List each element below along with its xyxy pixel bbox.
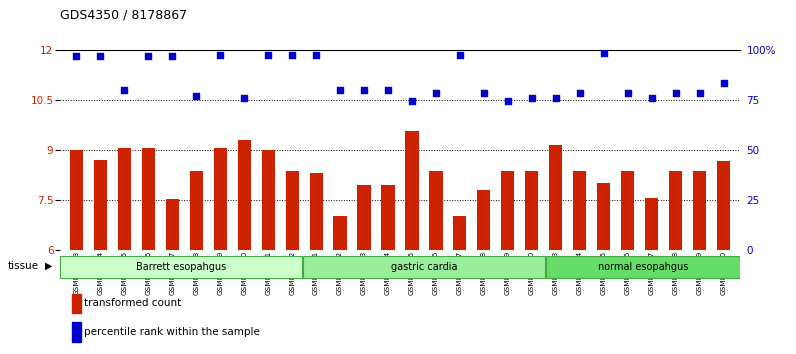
Bar xyxy=(597,183,611,250)
Point xyxy=(717,80,730,86)
Bar xyxy=(501,171,514,250)
Point xyxy=(166,53,178,58)
Text: tissue: tissue xyxy=(8,261,39,271)
Bar xyxy=(573,171,587,250)
Bar xyxy=(693,171,706,250)
Point xyxy=(286,52,298,57)
Text: transformed count: transformed count xyxy=(84,298,181,308)
Point xyxy=(214,52,227,57)
Bar xyxy=(118,148,131,250)
Point xyxy=(525,95,538,101)
Bar xyxy=(429,171,443,250)
Bar xyxy=(645,198,658,250)
Point xyxy=(573,90,586,96)
Point xyxy=(357,87,370,93)
Point xyxy=(118,87,131,93)
Point xyxy=(478,90,490,96)
Bar xyxy=(94,160,107,250)
Point xyxy=(142,53,154,58)
Text: GDS4350 / 8178867: GDS4350 / 8178867 xyxy=(60,9,187,22)
Text: ▶: ▶ xyxy=(45,261,53,271)
Bar xyxy=(303,256,545,278)
Bar xyxy=(381,184,395,250)
Point xyxy=(334,87,346,93)
Bar xyxy=(189,171,203,250)
Text: normal esopahgus: normal esopahgus xyxy=(598,262,689,272)
Point xyxy=(597,50,610,56)
Bar xyxy=(142,148,155,250)
Point xyxy=(454,52,466,57)
Bar xyxy=(334,216,347,250)
Point xyxy=(262,52,275,57)
Bar xyxy=(286,171,298,250)
Bar xyxy=(717,161,730,250)
Bar xyxy=(549,144,562,250)
Point xyxy=(549,95,562,101)
Bar xyxy=(166,199,179,250)
Text: gastric cardia: gastric cardia xyxy=(391,262,458,272)
Bar xyxy=(238,139,251,250)
Bar xyxy=(213,148,227,250)
Bar xyxy=(453,216,466,250)
Point xyxy=(430,90,443,96)
Point xyxy=(190,93,203,99)
Bar xyxy=(621,171,634,250)
Point xyxy=(94,53,107,58)
Text: Barrett esopahgus: Barrett esopahgus xyxy=(136,262,226,272)
Point xyxy=(501,98,514,104)
Bar xyxy=(546,256,739,278)
Bar xyxy=(60,256,302,278)
Point xyxy=(669,90,682,96)
Bar xyxy=(478,190,490,250)
Point xyxy=(406,98,419,104)
Point xyxy=(70,53,83,58)
Bar xyxy=(525,171,538,250)
Bar xyxy=(405,131,419,250)
Point xyxy=(310,52,322,57)
Bar xyxy=(70,150,83,250)
Point xyxy=(622,90,634,96)
Bar xyxy=(357,184,371,250)
Bar xyxy=(262,150,275,250)
Point xyxy=(646,95,658,101)
Point xyxy=(381,87,394,93)
Bar xyxy=(669,171,682,250)
Point xyxy=(238,95,251,101)
Text: percentile rank within the sample: percentile rank within the sample xyxy=(84,327,260,337)
Point xyxy=(693,90,706,96)
Bar xyxy=(310,173,322,250)
